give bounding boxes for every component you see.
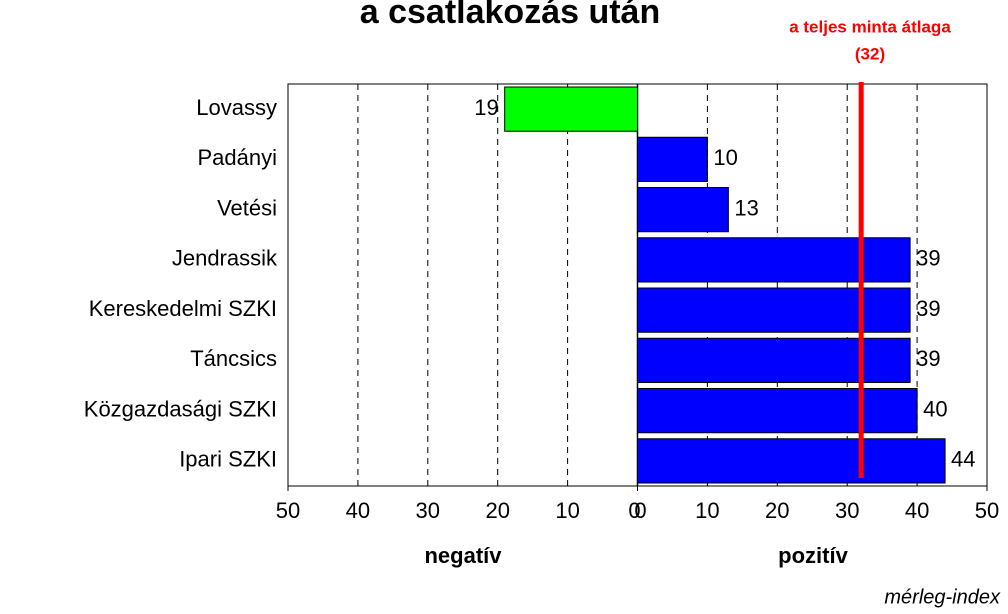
x-tick-label: 50 bbox=[276, 498, 300, 523]
y-tick-label: Jendrassik bbox=[172, 246, 278, 271]
data-label: 39 bbox=[916, 346, 940, 371]
x-tick-label: 0 bbox=[634, 498, 646, 523]
bar bbox=[637, 438, 946, 484]
data-label: 40 bbox=[923, 396, 947, 421]
x-tick-label: 0 bbox=[628, 498, 640, 523]
y-tick-label: Lovassy bbox=[196, 95, 277, 120]
x-tick-label: 30 bbox=[416, 498, 440, 523]
bar bbox=[637, 136, 708, 182]
bar bbox=[637, 187, 729, 233]
reference-label: a teljes minta átlaga bbox=[789, 17, 951, 36]
y-tick-label: Vetési bbox=[217, 195, 277, 220]
reference-value-label: (32) bbox=[855, 44, 885, 63]
data-label: 39 bbox=[916, 296, 940, 321]
bar bbox=[637, 388, 918, 434]
x-tick-label: 10 bbox=[695, 498, 719, 523]
x-axis-label-positive: pozitív bbox=[778, 543, 848, 568]
y-tick-label: Táncsics bbox=[190, 346, 277, 371]
x-tick-label: 40 bbox=[346, 498, 370, 523]
data-label: 10 bbox=[713, 145, 737, 170]
data-label: 44 bbox=[951, 447, 975, 472]
data-label: 19 bbox=[474, 95, 498, 120]
x-axis-label: mérleg-index bbox=[884, 586, 1001, 608]
data-label: 13 bbox=[734, 195, 758, 220]
x-tick-label: 40 bbox=[905, 498, 929, 523]
x-tick-label: 30 bbox=[835, 498, 859, 523]
data-label: 39 bbox=[916, 246, 940, 271]
bar bbox=[637, 287, 911, 333]
chart-title: a csatlakozás után bbox=[360, 0, 660, 31]
y-tick-label: Padányi bbox=[197, 145, 277, 170]
bar bbox=[637, 337, 911, 383]
y-tick-label: Közgazdasági SZKI bbox=[84, 396, 277, 421]
bar bbox=[637, 237, 911, 283]
x-tick-label: 50 bbox=[975, 498, 999, 523]
x-tick-label: 20 bbox=[765, 498, 789, 523]
x-tick-label: 20 bbox=[485, 498, 509, 523]
bar bbox=[504, 86, 638, 132]
y-tick-label: Ipari SZKI bbox=[179, 447, 277, 472]
x-tick-label: 10 bbox=[555, 498, 579, 523]
y-tick-label: Kereskedelmi SZKI bbox=[89, 296, 277, 321]
x-axis-label-negative: negatív bbox=[424, 543, 502, 568]
